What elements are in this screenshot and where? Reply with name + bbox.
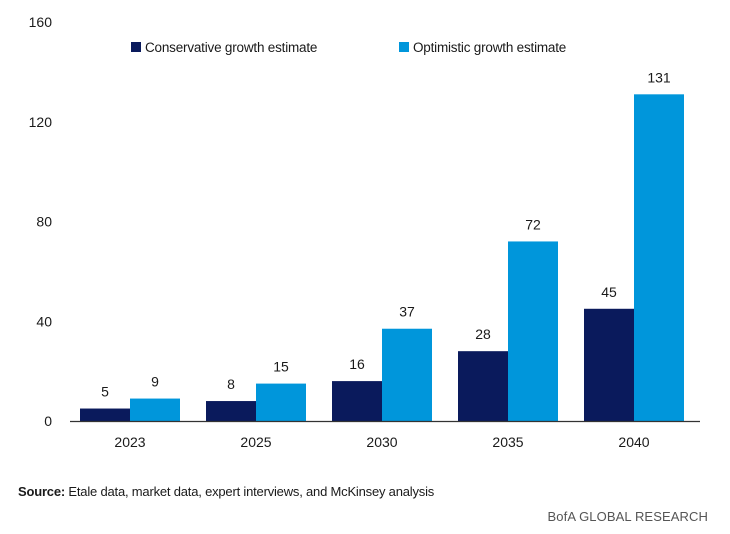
legend: Conservative growth estimate Optimistic g… <box>131 40 566 55</box>
data-label: 45 <box>601 284 617 300</box>
bar-optimistic-2035 <box>508 241 558 421</box>
bar-conservative-2035 <box>458 351 508 421</box>
y-tick-label: 80 <box>36 214 52 230</box>
data-label: 131 <box>647 69 671 85</box>
data-label: 37 <box>399 304 415 320</box>
y-tick-label: 160 <box>29 14 53 30</box>
legend-swatch <box>131 42 141 52</box>
source-label: Source: <box>18 484 66 499</box>
bar-conservative-2030 <box>332 381 382 421</box>
data-label: 15 <box>273 359 289 375</box>
data-label: 28 <box>475 326 491 342</box>
x-tick-label: 2030 <box>366 434 397 450</box>
x-tick-label: 2035 <box>492 434 523 450</box>
x-tick-label: 2023 <box>114 434 145 450</box>
x-tick-label: 2025 <box>240 434 271 450</box>
data-label: 16 <box>349 356 365 372</box>
y-tick-label: 0 <box>44 413 52 429</box>
legend-label: Conservative growth estimate <box>145 40 317 55</box>
source-text: Etale data, market data, expert intervie… <box>65 484 435 499</box>
data-label: 5 <box>101 384 109 400</box>
brand-label: BofA GLOBAL RESEARCH <box>547 509 708 524</box>
data-labels: 5 9 8 15 16 37 28 72 45 131 <box>101 69 671 399</box>
data-label: 8 <box>227 376 235 392</box>
y-axis: 0 40 80 120 160 <box>29 14 53 429</box>
bar-conservative-2025 <box>206 401 256 421</box>
source-note: Source: Etale data, market data, expert … <box>18 484 434 499</box>
y-tick-label: 40 <box>36 313 52 329</box>
y-tick-label: 120 <box>29 114 53 130</box>
bar-group <box>80 94 684 421</box>
legend-swatch <box>399 42 409 52</box>
x-axis: 2023 2025 2030 2035 2040 <box>114 434 649 450</box>
data-label: 9 <box>151 374 159 390</box>
bar-conservative-2023 <box>80 408 130 421</box>
bar-optimistic-2023 <box>130 398 180 421</box>
data-label: 72 <box>525 216 541 232</box>
bar-conservative-2040 <box>584 308 634 421</box>
bar-optimistic-2040 <box>634 94 684 421</box>
bar-optimistic-2030 <box>382 328 432 421</box>
bar-optimistic-2025 <box>256 383 306 421</box>
x-tick-label: 2040 <box>618 434 649 450</box>
legend-label: Optimistic growth estimate <box>413 40 566 55</box>
